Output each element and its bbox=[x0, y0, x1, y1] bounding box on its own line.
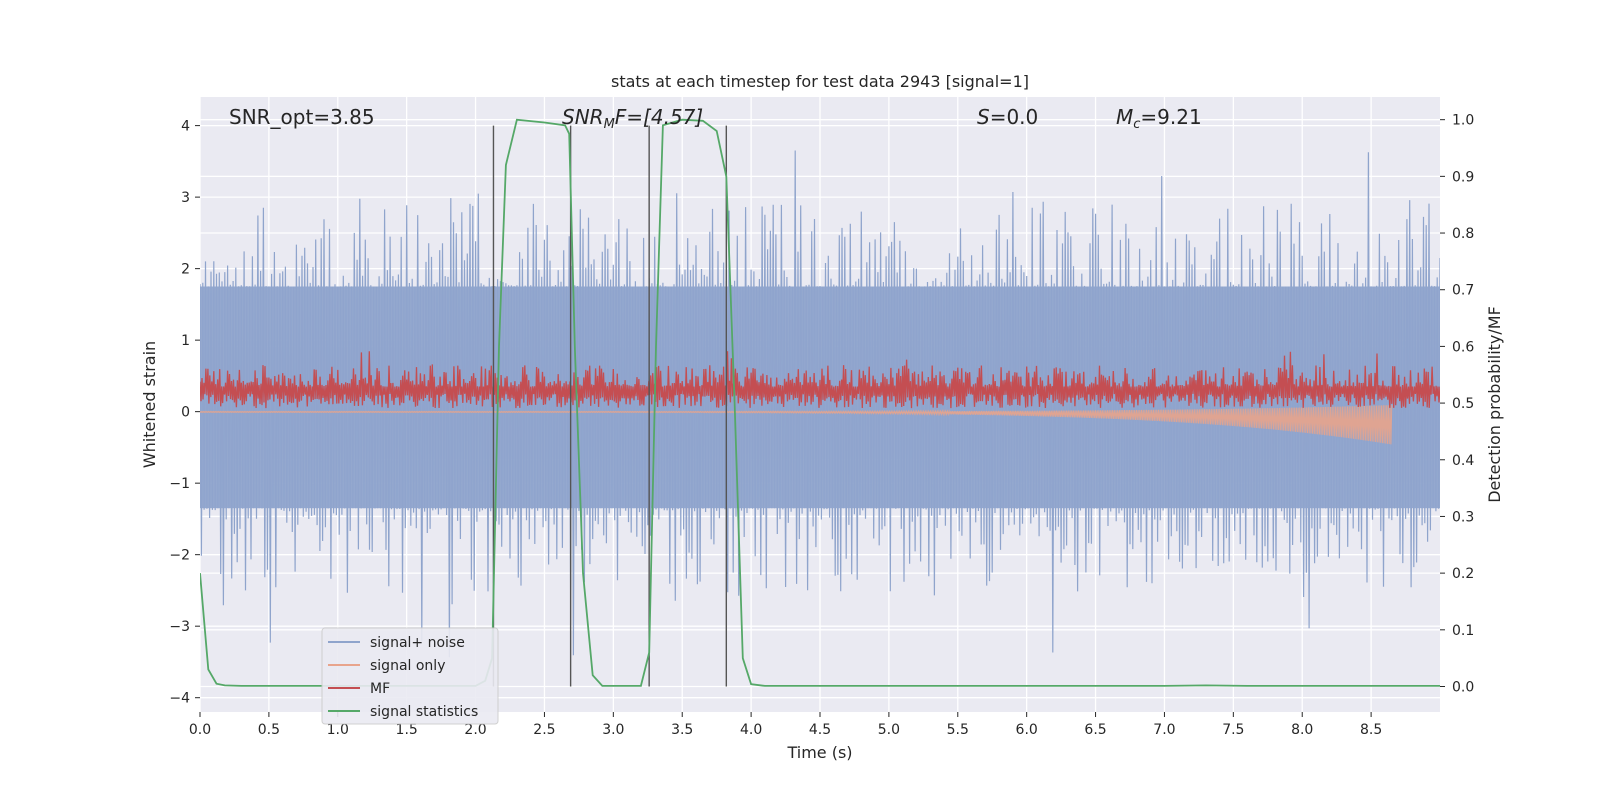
series-mf bbox=[200, 351, 1440, 409]
annotation-s: S=0.0 bbox=[977, 105, 1038, 129]
x-tick-label: 4.5 bbox=[809, 722, 831, 738]
annotation-mc-value: =9.21 bbox=[1140, 105, 1201, 129]
x-axis-label: Time (s) bbox=[786, 743, 852, 762]
legend-label: signal+ noise bbox=[370, 635, 465, 651]
y-tick-label: −3 bbox=[169, 619, 190, 635]
annotation-snr-mf-sub: M bbox=[604, 117, 615, 132]
legend-label: signal only bbox=[370, 658, 445, 674]
annotation-snr-mf: SNRMF=[4.57] bbox=[562, 105, 703, 132]
annotation-mc: Mc=9.21 bbox=[1116, 105, 1202, 132]
y2-tick-label: 0.6 bbox=[1452, 339, 1474, 355]
x-tick-label: 8.0 bbox=[1291, 722, 1313, 738]
legend-label: signal statistics bbox=[370, 704, 478, 720]
annotation-snr-opt: SNR_opt=3.85 bbox=[229, 105, 375, 129]
x-tick-label: 3.0 bbox=[602, 722, 624, 738]
y2-tick-label: 0.3 bbox=[1452, 509, 1474, 525]
annotation-mc-main: M bbox=[1116, 105, 1133, 129]
x-tick-label: 5.0 bbox=[878, 722, 900, 738]
y2-tick-label: 0.9 bbox=[1452, 169, 1474, 185]
x-tick-label: 6.0 bbox=[1016, 722, 1038, 738]
x-tick-label: 8.5 bbox=[1360, 722, 1382, 738]
y-tick-label: −1 bbox=[169, 476, 190, 492]
y-tick-label: 2 bbox=[181, 262, 190, 278]
annotation-snr-mf-main: SNR bbox=[562, 105, 604, 129]
x-tick-label: 7.5 bbox=[1222, 722, 1244, 738]
chart-title: stats at each timestep for test data 294… bbox=[611, 72, 1029, 91]
annotation-s-value: =0.0 bbox=[990, 105, 1039, 129]
series-signal-noise bbox=[200, 150, 1440, 658]
axes: 0.0 0.5 1.0 1.5 2.0 2.5 3.0 3.5 4.0 4.5 5.0 5.5 6.0 6… bbox=[169, 113, 1474, 738]
x-tick-label: 1.5 bbox=[396, 722, 418, 738]
y2-tick-label: 0.0 bbox=[1452, 679, 1474, 695]
legend: signal+ noise signal only MF signal statist… bbox=[321, 627, 499, 725]
x-tick-label: 3.5 bbox=[671, 722, 693, 738]
y-axis-label: Whitened strain bbox=[140, 341, 159, 468]
plot-area bbox=[200, 118, 1440, 687]
y-tick-label: 4 bbox=[181, 119, 190, 135]
y2-tick-label: 0.5 bbox=[1452, 396, 1474, 412]
x-tick-label: 2.0 bbox=[464, 722, 486, 738]
annotation-mc-sub: c bbox=[1133, 117, 1140, 132]
x-tick-label: 0.5 bbox=[258, 722, 280, 738]
x-tick-label: 4.0 bbox=[740, 722, 762, 738]
y-tick-label: 3 bbox=[181, 190, 190, 206]
x-tick-label: 0.0 bbox=[189, 722, 211, 738]
x-tick-label: 5.5 bbox=[947, 722, 969, 738]
y2-tick-label: 1.0 bbox=[1452, 113, 1474, 129]
x-tick-label: 6.5 bbox=[1084, 722, 1106, 738]
y2-tick-label: 0.4 bbox=[1452, 453, 1474, 469]
y2-tick-label: 0.8 bbox=[1452, 226, 1474, 242]
legend-box bbox=[321, 627, 499, 725]
y-tick-label: −2 bbox=[169, 548, 190, 564]
x-tick-label: 2.5 bbox=[533, 722, 555, 738]
y-tick-label: 1 bbox=[181, 333, 190, 349]
x-tick-label: 7.0 bbox=[1153, 722, 1175, 738]
x-tick-label: 1.0 bbox=[327, 722, 349, 738]
y2-tick-label: 0.7 bbox=[1452, 283, 1474, 299]
y2-tick-label: 0.2 bbox=[1452, 566, 1474, 582]
y2-tick-label: 0.1 bbox=[1452, 623, 1474, 639]
series-signal-only bbox=[200, 405, 1393, 445]
y-tick-label: 0 bbox=[181, 405, 190, 421]
annotation-s-main: S bbox=[977, 105, 990, 129]
y-tick-label: −4 bbox=[169, 691, 190, 707]
annotation-snr-mf-f: F=[4.57] bbox=[615, 105, 703, 129]
y2-axis-label: Detection probability/MF bbox=[1485, 306, 1504, 503]
legend-label: MF bbox=[370, 681, 390, 697]
